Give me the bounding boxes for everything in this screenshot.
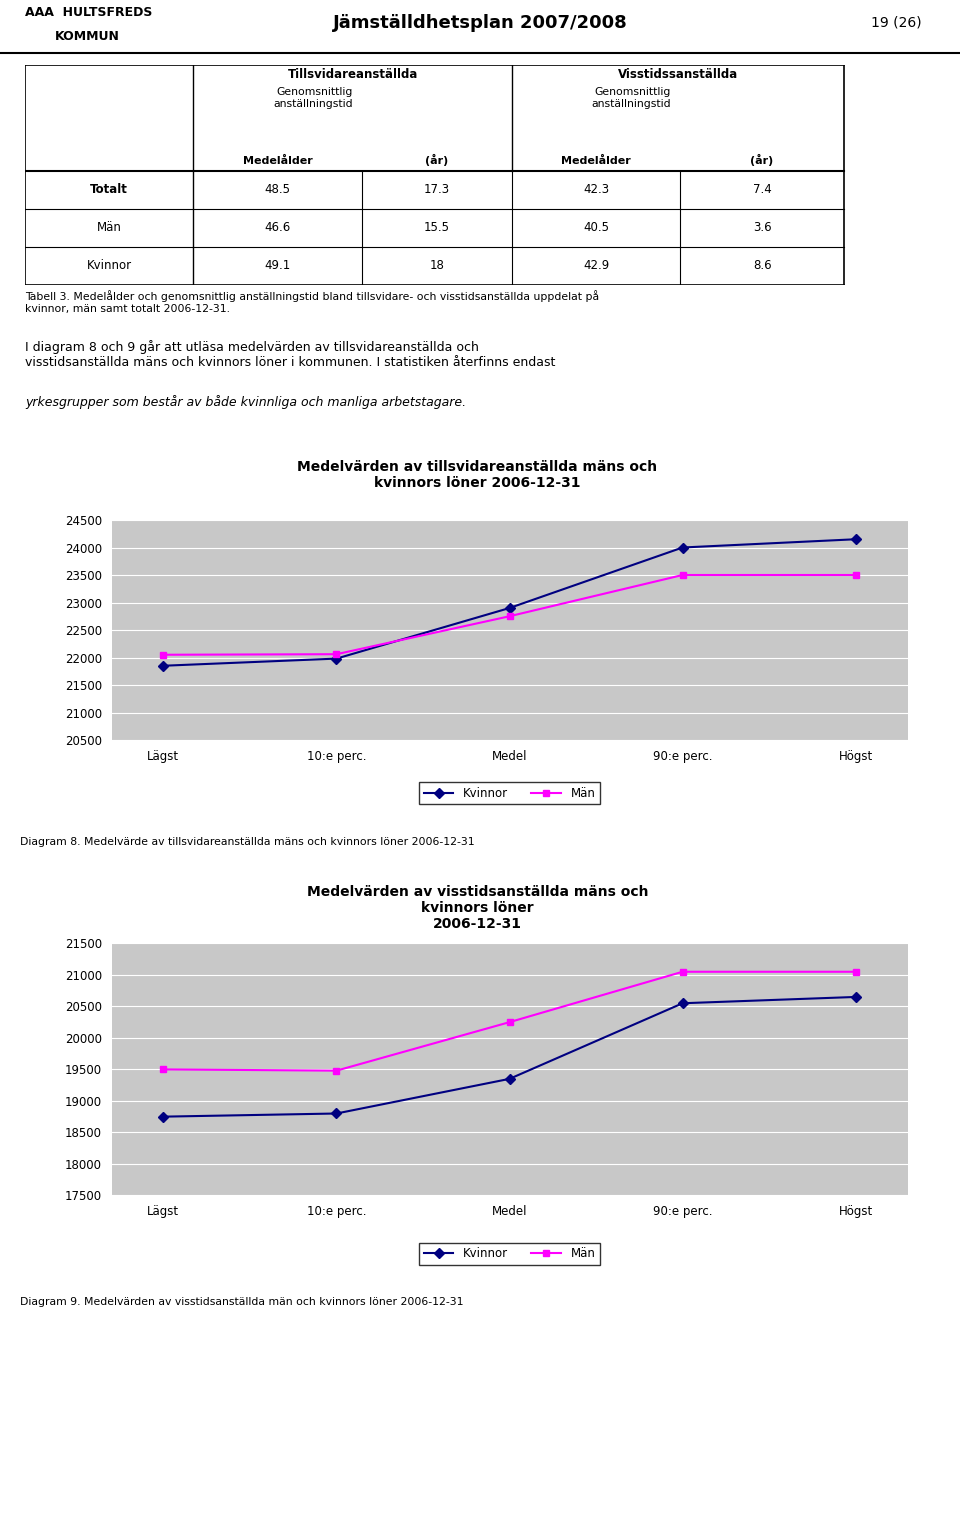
- Text: Genomsnittlig
anställningstid: Genomsnittlig anställningstid: [591, 88, 671, 109]
- Line: Kvinnor: Kvinnor: [160, 994, 859, 1120]
- Text: 42.9: 42.9: [583, 260, 610, 272]
- Legend: Kvinnor, Män: Kvinnor, Män: [419, 781, 600, 804]
- Text: 46.6: 46.6: [264, 221, 291, 234]
- Text: 17.3: 17.3: [423, 183, 450, 197]
- Kvinnor: [330, 649, 342, 667]
- Text: I diagram 8 och 9 går att utläsa medelvärden av tillsvidareanställda och
visstid: I diagram 8 och 9 går att utläsa medelvä…: [25, 340, 556, 369]
- Text: Visstidssanställda: Visstidssanställda: [618, 68, 738, 82]
- Kvinnor: [157, 1107, 169, 1126]
- Text: AAA  HULTSFREDS: AAA HULTSFREDS: [25, 6, 153, 20]
- Kvinnor: [330, 1104, 342, 1123]
- Män: [330, 644, 342, 663]
- Text: (år): (år): [751, 154, 774, 166]
- Text: Medelålder: Medelålder: [243, 157, 312, 166]
- Kvinnor: [850, 987, 861, 1006]
- Text: 18: 18: [429, 260, 444, 272]
- Text: KOMMUN: KOMMUN: [55, 31, 120, 43]
- Text: Jämställdhetsplan 2007/2008: Jämställdhetsplan 2007/2008: [332, 14, 628, 32]
- Text: Medelvärden av tillsvidareanställda mäns och
kvinnors löner 2006-12-31: Medelvärden av tillsvidareanställda mäns…: [298, 460, 658, 491]
- Text: yrkesgrupper som består av både kvinnliga och manliga arbetstagare.: yrkesgrupper som består av både kvinnlig…: [25, 395, 467, 409]
- Text: Genomsnittlig
anställningstid: Genomsnittlig anställningstid: [273, 88, 352, 109]
- Text: Tillsvidareanställda: Tillsvidareanställda: [287, 68, 418, 82]
- Text: Diagram 8. Medelvärde av tillsvidareanställda mäns och kvinnors löner 2006-12-31: Diagram 8. Medelvärde av tillsvidareanst…: [20, 837, 474, 847]
- Kvinnor: [677, 538, 688, 557]
- Män: [504, 608, 516, 626]
- Text: 8.6: 8.6: [753, 260, 772, 272]
- Text: Män: Män: [97, 221, 122, 234]
- Text: 7.4: 7.4: [753, 183, 772, 197]
- Text: Totalt: Totalt: [90, 183, 128, 197]
- Text: 40.5: 40.5: [583, 221, 609, 234]
- Text: 19 (26): 19 (26): [871, 15, 922, 31]
- Män: [504, 1014, 516, 1032]
- Män: [157, 646, 169, 664]
- Kvinnor: [504, 598, 516, 617]
- Line: Kvinnor: Kvinnor: [160, 535, 859, 669]
- Legend: Kvinnor, Män: Kvinnor, Män: [419, 1243, 600, 1266]
- Kvinnor: [677, 994, 688, 1012]
- Text: Diagram 9. Medelvärden av visstidsanställda män och kvinnors löner 2006-12-31: Diagram 9. Medelvärden av visstidsanstäl…: [20, 1297, 464, 1307]
- Män: [157, 1060, 169, 1078]
- Kvinnor: [504, 1069, 516, 1087]
- Män: [330, 1061, 342, 1080]
- Text: 42.3: 42.3: [583, 183, 609, 197]
- Kvinnor: [850, 531, 861, 549]
- Män: [850, 963, 861, 981]
- Text: 3.6: 3.6: [753, 221, 772, 234]
- Män: [850, 566, 861, 584]
- Text: 15.5: 15.5: [423, 221, 450, 234]
- Text: Tabell 3. Medelålder och genomsnittlig anställningstid bland tillsvidare- och vi: Tabell 3. Medelålder och genomsnittlig a…: [25, 291, 599, 314]
- Text: Medelvärden av visstidsanställda mäns och
kvinnors löner
2006-12-31: Medelvärden av visstidsanställda mäns oc…: [307, 884, 648, 930]
- Text: (år): (år): [425, 154, 448, 166]
- Line: Män: Män: [160, 969, 859, 1074]
- Text: Medelålder: Medelålder: [562, 157, 631, 166]
- Män: [677, 963, 688, 981]
- Text: 48.5: 48.5: [265, 183, 291, 197]
- Text: 49.1: 49.1: [264, 260, 291, 272]
- Text: Kvinnor: Kvinnor: [86, 260, 132, 272]
- Män: [677, 566, 688, 584]
- Line: Män: Män: [160, 572, 859, 658]
- Kvinnor: [157, 657, 169, 675]
